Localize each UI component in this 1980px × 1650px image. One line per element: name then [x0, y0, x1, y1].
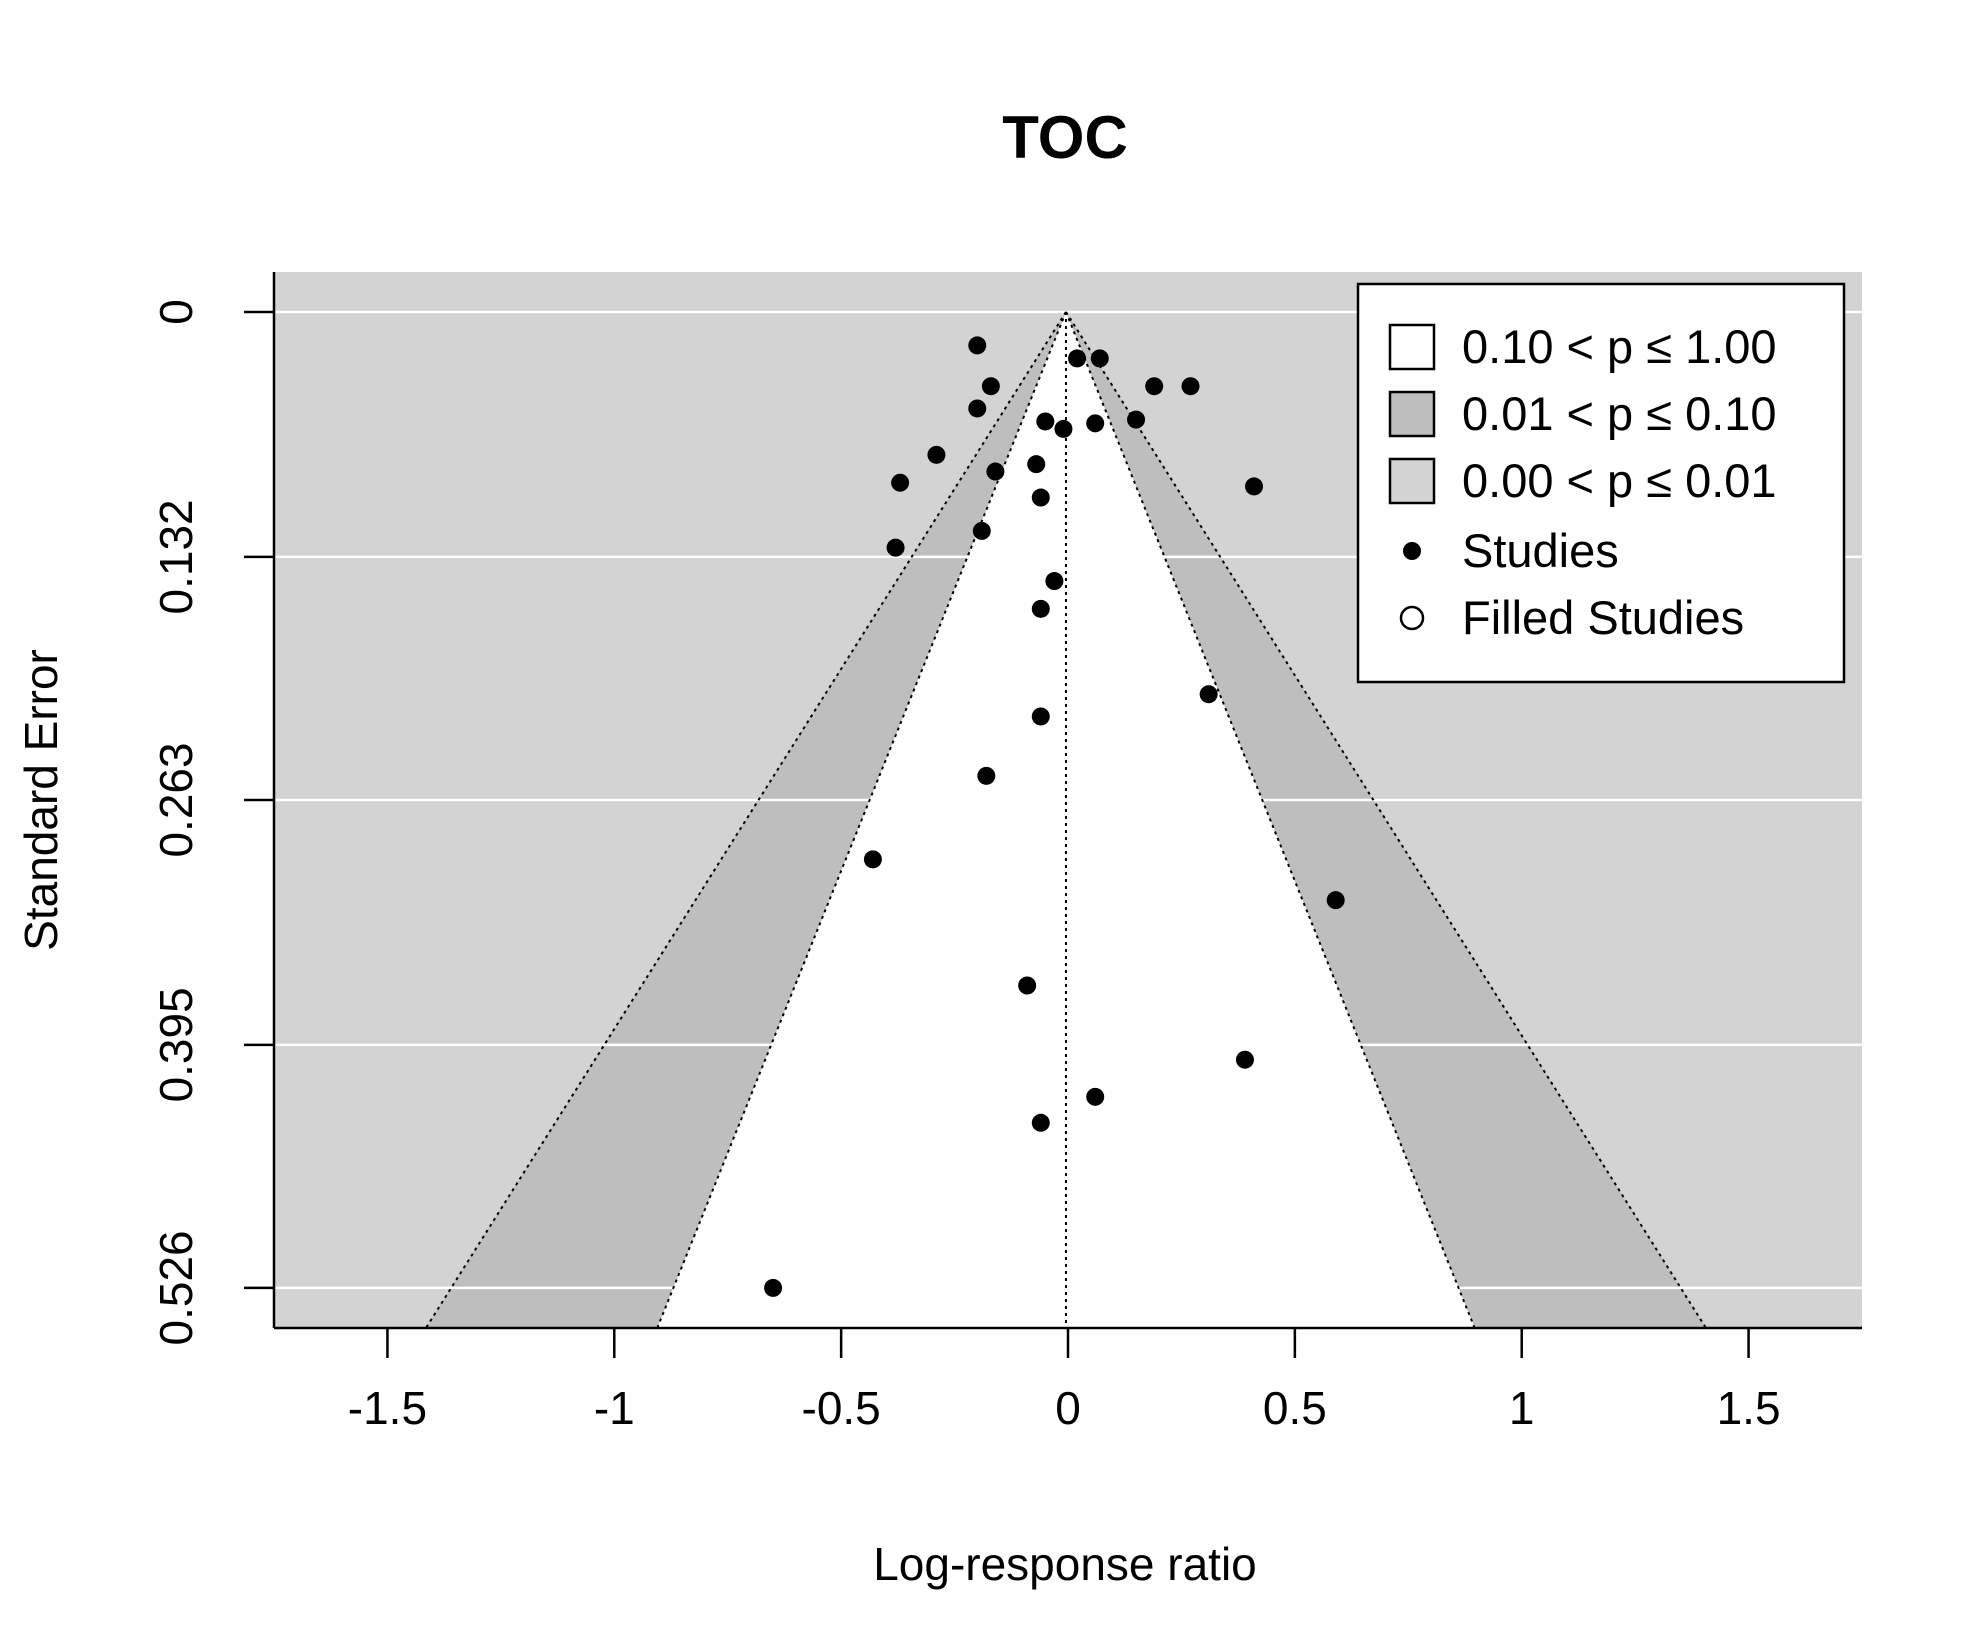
x-axis-label: Log-response ratio: [873, 1538, 1257, 1590]
y-tick-label: 0: [150, 299, 202, 325]
x-tick-label: 1: [1509, 1382, 1535, 1434]
study-point-31: [764, 1278, 783, 1297]
study-point-8: [1036, 412, 1055, 431]
funnel-region-p010-100: [657, 312, 1475, 1328]
study-point-5: [1145, 377, 1164, 396]
legend-label-3: 0.00 < p ≤ 0.01: [1462, 454, 1777, 507]
study-point-29: [1086, 1087, 1105, 1106]
legend-label-4: Studies: [1462, 524, 1619, 577]
legend-swatch-2: [1388, 390, 1436, 438]
study-point-24: [977, 766, 996, 785]
study-point-18: [972, 521, 991, 540]
study-point-22: [1199, 685, 1218, 704]
chart-title: TOC: [1002, 104, 1128, 171]
y-tick-label: 0.263: [150, 742, 202, 857]
funnel-boundary-line: [1065, 311, 1476, 1328]
study-point-4: [981, 377, 1000, 396]
study-point-3: [1090, 349, 1109, 368]
study-point-17: [1031, 488, 1050, 507]
y-tick-label: 0.526: [150, 1230, 202, 1345]
study-point-6: [1181, 377, 1200, 396]
legend-marker-filled-studies: [1399, 605, 1425, 631]
study-point-14: [986, 462, 1005, 481]
study-point-27: [1018, 976, 1037, 995]
legend-box: [1356, 282, 1846, 684]
study-point-30: [1031, 1113, 1050, 1132]
y-tick-label: 0.395: [150, 987, 202, 1102]
study-point-25: [863, 850, 882, 869]
legend-label-1: 0.10 < p ≤ 1.00: [1462, 320, 1777, 373]
funnel-boundary-line: [656, 311, 1067, 1328]
x-tick-label: -1: [594, 1382, 635, 1434]
legend-marker-studies: [1403, 542, 1421, 560]
x-tick-label: 0: [1055, 1382, 1081, 1434]
legend-swatch-1: [1388, 323, 1436, 371]
study-point-9: [1086, 414, 1105, 433]
x-tick-label: 0.5: [1263, 1382, 1327, 1434]
study-point-20: [1045, 572, 1064, 591]
legend-label-5: Filled Studies: [1462, 591, 1744, 644]
study-point-7: [968, 399, 987, 418]
study-point-1: [968, 336, 987, 355]
x-tick-label: 1.5: [1717, 1382, 1781, 1434]
x-tick-label: -0.5: [802, 1382, 881, 1434]
y-axis-label: Standard Error: [15, 649, 67, 951]
study-point-10: [1127, 410, 1146, 429]
study-point-12: [927, 445, 946, 464]
study-point-15: [891, 473, 910, 492]
study-point-2: [1068, 349, 1087, 368]
study-point-16: [1245, 477, 1264, 496]
study-point-13: [1027, 455, 1046, 474]
study-point-23: [1031, 707, 1050, 726]
x-tick-label: -1.5: [348, 1382, 427, 1434]
legend-swatch-3: [1388, 457, 1436, 505]
legend: 0.10 < p ≤ 1.00 0.01 < p ≤ 0.10 0.00 < p ≤…: [1356, 282, 1846, 684]
study-point-26: [1326, 891, 1345, 910]
study-point-19: [886, 538, 905, 557]
y-tick-label: 0.132: [150, 499, 202, 614]
legend-label-2: 0.01 < p ≤ 0.10: [1462, 387, 1777, 440]
study-point-28: [1235, 1050, 1254, 1069]
study-point-11: [1054, 419, 1073, 438]
study-point-21: [1031, 599, 1050, 618]
